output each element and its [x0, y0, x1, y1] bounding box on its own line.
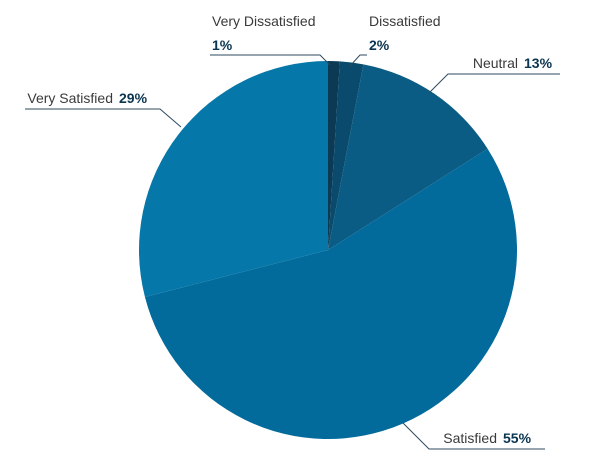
- slice-label-very-satisfied: Very Satisfied: [27, 90, 113, 106]
- slice-neutral: [328, 64, 488, 250]
- slice-label-dissatisfied: Dissatisfied: [369, 13, 441, 29]
- slice-value-very-dissatisfied: 1%: [212, 37, 233, 53]
- leader-very-satisfied: [25, 108, 182, 128]
- pie-slices: [139, 61, 518, 440]
- slice-very-dissatisfied: [328, 61, 340, 250]
- slice-dissatisfied: [328, 61, 364, 250]
- slice-satisfied: [144, 148, 518, 440]
- slice-label-satisfied: Satisfied: [443, 430, 497, 446]
- leader-satisfied: [402, 422, 545, 450]
- slice-value-very-satisfied: 29%: [119, 90, 148, 106]
- leader-lines: [25, 54, 560, 450]
- leader-dissatisfied: [349, 54, 367, 67]
- slice-value-dissatisfied: 2%: [369, 37, 390, 53]
- slice-label-very-dissatisfied: Very Dissatisfied: [212, 13, 315, 29]
- slice-value-satisfied: 55%: [503, 430, 532, 446]
- slice-label-neutral: Neutral: [473, 55, 518, 71]
- leader-very-dissatisfied: [210, 54, 331, 66]
- slice-very-satisfied: [139, 61, 328, 298]
- leader-neutral: [429, 73, 560, 93]
- slice-value-neutral: 13%: [524, 55, 553, 71]
